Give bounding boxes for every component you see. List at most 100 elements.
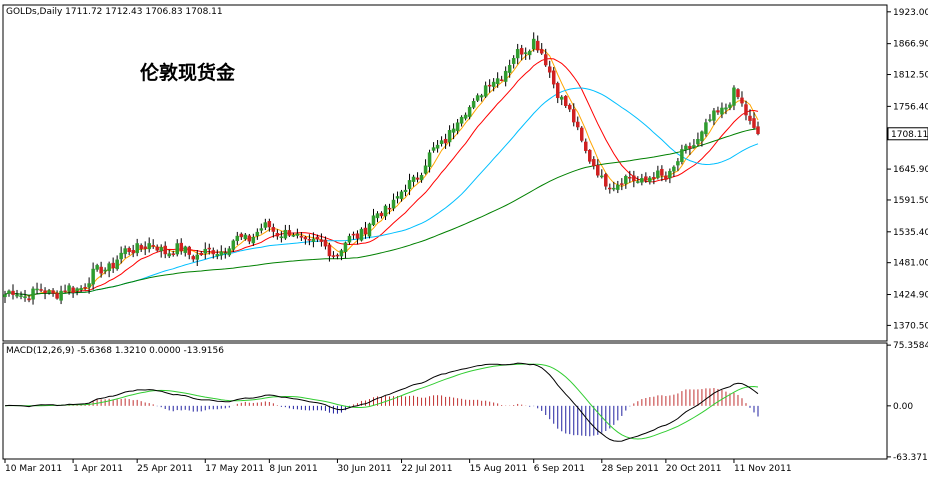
candle-up — [395, 196, 400, 199]
candle-down — [355, 233, 360, 239]
x-tick-label: 6 Sep 2011 — [534, 464, 585, 474]
candle-down — [688, 146, 692, 149]
candle-down — [736, 89, 740, 98]
candle-up — [295, 233, 300, 236]
candle-down — [415, 177, 420, 180]
candle-down — [11, 290, 15, 295]
candle-down — [499, 79, 504, 81]
candle-up — [423, 165, 428, 174]
candle-down — [331, 255, 336, 257]
candle-up — [636, 181, 640, 183]
candle-down — [628, 177, 632, 179]
candle-up — [467, 107, 472, 117]
candle-down — [287, 230, 292, 236]
candle-up — [503, 70, 508, 82]
x-tick-label: 30 Jun 2011 — [337, 464, 391, 474]
candle-up — [159, 247, 163, 252]
candle-up — [559, 96, 564, 100]
candle-down — [387, 207, 392, 210]
candle-up — [684, 145, 688, 150]
candle-up — [347, 235, 352, 243]
x-tick-label: 1 Apr 2011 — [73, 464, 123, 474]
candle-down — [315, 236, 320, 240]
x-tick-label: 17 May 2011 — [205, 464, 264, 474]
candle-down — [563, 96, 568, 106]
x-tick-label: 22 Jul 2011 — [402, 464, 453, 474]
candle-down — [139, 245, 143, 249]
candle-up — [439, 140, 444, 144]
candle-down — [171, 253, 175, 255]
candle-up — [680, 149, 684, 163]
candle-up — [175, 243, 179, 255]
candle-up — [219, 251, 224, 256]
x-tick-label: 8 Jun 2011 — [269, 464, 317, 474]
x-tick-label: 20 Oct 2011 — [666, 464, 722, 474]
candle-down — [43, 290, 47, 294]
candle-up — [95, 265, 99, 270]
candle-up — [227, 248, 232, 256]
candle-down — [547, 66, 552, 73]
candle-down — [620, 183, 624, 185]
candle-down — [535, 40, 540, 51]
price-tick-label: 1812.50 — [893, 71, 928, 81]
x-tick-label: 28 Sep 2011 — [602, 464, 659, 474]
candle-down — [487, 84, 492, 87]
candle-up — [391, 199, 396, 209]
candle-up — [455, 122, 460, 131]
candle-up — [115, 259, 119, 270]
candle-down — [576, 121, 580, 128]
candle-up — [383, 205, 388, 217]
candle-up — [31, 288, 35, 300]
price-tick-label: 1923.00 — [893, 8, 928, 18]
macd-tick-label: -63.3715 — [893, 453, 928, 463]
price-tick-label: 1535.40 — [893, 228, 928, 238]
candle-up — [35, 288, 39, 291]
candle-up — [531, 38, 536, 50]
price-tick-label: 1756.40 — [893, 102, 928, 112]
macd-panel-frame — [2, 342, 888, 460]
candle-up — [728, 104, 732, 108]
candle-down — [319, 239, 324, 242]
candle-up — [91, 268, 95, 285]
candle-down — [632, 175, 636, 182]
candle-up — [700, 131, 704, 142]
candle-down — [127, 248, 131, 253]
candle-up — [411, 176, 416, 182]
price-y-axis: 1923.001866.901812.501756.401702.001645.… — [887, 8, 928, 331]
candle-up — [123, 248, 127, 255]
candle-up — [471, 101, 476, 108]
candlesticks — [3, 32, 760, 305]
candle-down — [351, 233, 356, 236]
candle-up — [419, 175, 424, 181]
candle-down — [303, 236, 308, 240]
candle-up — [231, 240, 236, 250]
price-header: GOLDs,Daily 1711.72 1712.43 1706.83 1708… — [6, 7, 223, 17]
macd-tick-label: 0.00 — [893, 402, 913, 412]
candle-up — [215, 254, 220, 257]
candle-down — [51, 290, 55, 294]
candle-up — [696, 138, 700, 145]
last-price-label: 1708.11 — [891, 130, 928, 140]
macd-line — [4, 362, 759, 442]
chart-title: 伦敦现货金 — [140, 61, 236, 84]
candle-down — [99, 266, 103, 274]
candle-down — [71, 287, 75, 293]
candle-up — [47, 290, 51, 293]
candle-down — [744, 104, 748, 116]
candle-down — [592, 159, 596, 167]
candle-up — [712, 110, 716, 121]
price-tick-label: 1424.90 — [893, 291, 928, 301]
candle-down — [211, 250, 216, 255]
candle-up — [311, 238, 316, 242]
candle-down — [539, 49, 544, 54]
candle-up — [656, 170, 660, 178]
candle-down — [199, 252, 204, 256]
candle-up — [119, 252, 123, 260]
candle-down — [644, 176, 648, 181]
candle-down — [271, 227, 276, 232]
price-panel-frame — [2, 4, 888, 342]
candle-up — [147, 243, 151, 250]
candle-up — [459, 116, 464, 124]
macd-y-axis: 75.3584 0.00 -63.3715 — [887, 341, 928, 463]
